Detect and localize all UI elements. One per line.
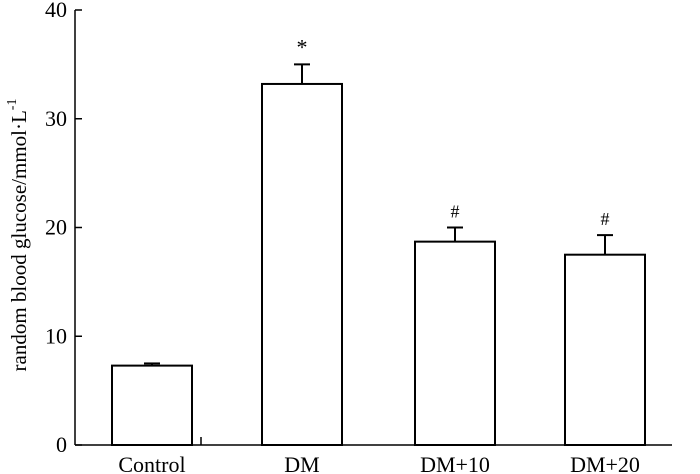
- y-axis-title-text: random blood glucose/mmol·L: [7, 110, 31, 371]
- significance-marker: *: [297, 34, 308, 59]
- x-tick-label: DM: [284, 452, 319, 474]
- bar-dm-10: [414, 240, 496, 446]
- bar-control: [111, 364, 193, 446]
- y-tick-label: 30: [45, 106, 67, 131]
- y-axis-label: random blood glucose/mmol·L-1: [5, 99, 31, 372]
- x-tick-label: DM+20: [570, 452, 640, 474]
- bars: [111, 63, 646, 446]
- x-tick-label: Control: [118, 452, 185, 474]
- x-tick-label: DM+10: [420, 452, 490, 474]
- y-tick-label: 40: [45, 0, 67, 22]
- bar-dm-20: [564, 253, 646, 446]
- labels: 0 10 20 30 40 Control * DM # DM+10 # DM+20: [45, 0, 640, 474]
- y-axis-title: random blood glucose/mmol·L-1: [5, 99, 31, 372]
- significance-marker: #: [601, 209, 610, 229]
- y-tick-label: 20: [45, 215, 67, 240]
- y-tick-label: 10: [45, 323, 67, 348]
- y-axis-title-superscript: -1: [5, 99, 20, 111]
- significance-marker: #: [451, 202, 460, 222]
- bar-dm: [261, 82, 343, 446]
- y-tick-label: 0: [56, 432, 67, 457]
